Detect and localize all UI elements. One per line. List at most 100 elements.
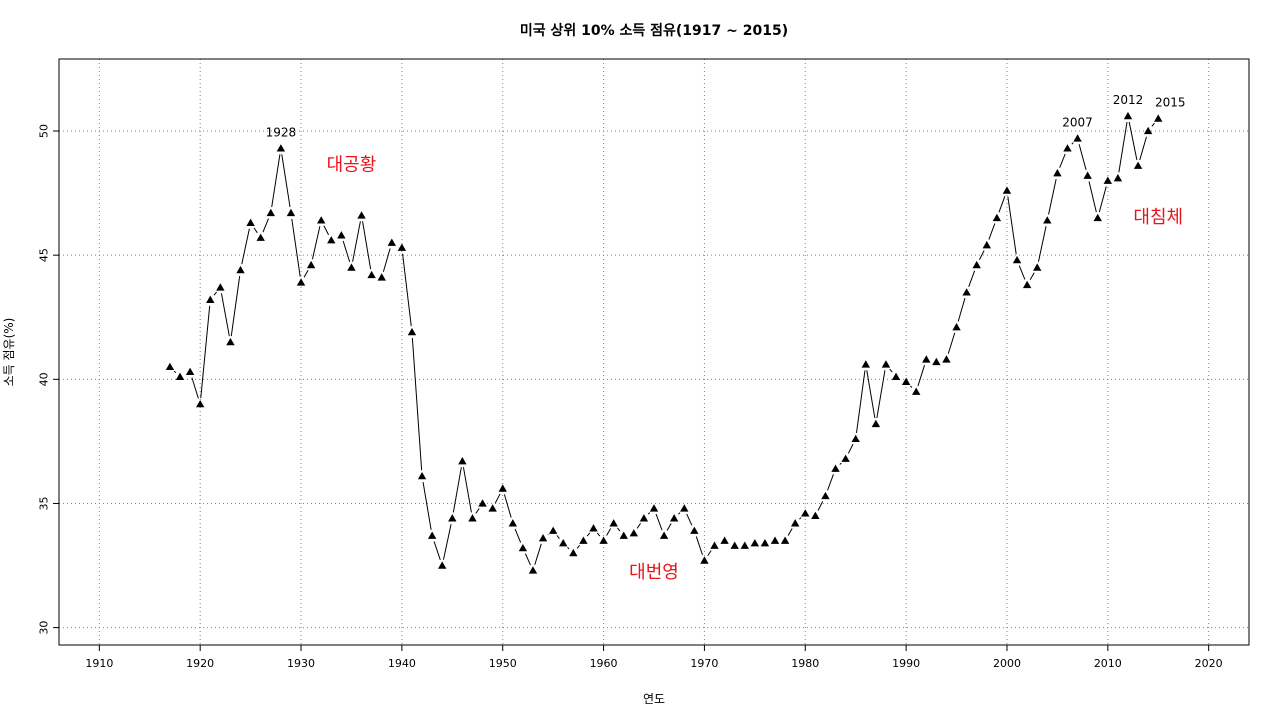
series-line-segment <box>271 154 281 208</box>
series-line-segment <box>695 536 703 556</box>
y-tick-label: 50 <box>38 124 51 138</box>
data-point-marker <box>508 519 518 527</box>
data-point-marker <box>599 536 608 544</box>
series-line-segment <box>655 513 663 531</box>
data-point-marker <box>841 454 850 462</box>
series-line-segment <box>847 444 854 454</box>
series-line-segment <box>442 524 452 560</box>
data-point-marker <box>740 541 749 549</box>
data-point-marker <box>952 322 961 331</box>
series-line-segment <box>787 528 793 536</box>
data-point-marker <box>296 278 306 286</box>
series-line-segment <box>799 517 802 520</box>
data-point-marker <box>700 556 709 564</box>
series-line-segment <box>910 385 913 388</box>
series-line-segment <box>617 527 621 532</box>
point-label: 2007 <box>1062 115 1093 129</box>
y-axis-label: 소득 점유(%) <box>2 318 16 387</box>
data-point-marker <box>1063 144 1072 152</box>
data-point-marker <box>1073 134 1082 142</box>
data-point-marker <box>1143 126 1153 135</box>
series-line-segment <box>342 240 351 262</box>
series-line-segment <box>1037 226 1047 262</box>
series-line-segment <box>241 228 250 265</box>
data-point-marker <box>962 288 971 296</box>
series-line-segment <box>876 370 886 419</box>
data-point-marker <box>942 355 951 363</box>
data-point-marker <box>468 514 477 522</box>
data-point-marker <box>216 283 225 291</box>
series-line-segment <box>707 550 712 556</box>
series-line-segment <box>827 474 834 491</box>
series-layer <box>165 111 1163 574</box>
series-line-segment <box>636 523 641 529</box>
series-line-segment <box>686 513 693 526</box>
data-point-marker <box>538 534 548 542</box>
data-point-marker <box>195 399 205 408</box>
series-line-segment <box>411 338 423 471</box>
series-line-segment <box>917 365 925 387</box>
x-tick-label: 1940 <box>388 657 416 670</box>
data-point-marker <box>165 362 175 371</box>
data-point-marker <box>286 208 296 217</box>
data-point-marker <box>498 484 507 492</box>
series-line-segment <box>1048 178 1057 215</box>
data-point-marker <box>901 377 911 385</box>
series-line-segment <box>311 226 321 260</box>
series-line-segment <box>452 467 462 513</box>
data-point-marker <box>881 360 891 368</box>
data-point-marker <box>478 499 487 507</box>
data-point-marker <box>649 504 659 512</box>
y-tick-label: 30 <box>38 621 51 635</box>
series-line-segment <box>1098 186 1107 213</box>
data-point-marker <box>206 295 215 304</box>
data-point-marker <box>891 372 901 380</box>
data-point-marker <box>780 536 790 544</box>
data-point-marker <box>629 529 639 537</box>
data-point-marker <box>266 208 275 217</box>
series-line-segment <box>323 225 330 236</box>
series-line-segment <box>352 221 361 262</box>
series-line-segment <box>998 196 1006 213</box>
data-point-marker <box>821 491 830 500</box>
data-point-marker <box>871 419 881 428</box>
x-tick-label: 1950 <box>489 657 517 670</box>
series-line-segment <box>576 545 581 549</box>
series-line-segment <box>1059 153 1066 168</box>
data-point-marker <box>246 218 255 227</box>
data-point-marker <box>831 464 840 472</box>
data-point-marker <box>690 526 699 534</box>
series-line-segment <box>253 227 258 234</box>
series-line-segment <box>230 275 241 337</box>
data-point-marker <box>377 273 386 281</box>
data-point-marker <box>427 531 437 539</box>
data-point-marker <box>760 538 770 547</box>
data-point-marker <box>922 355 931 363</box>
data-point-marker <box>397 243 407 251</box>
y-axis: 30 35 40 45 50 <box>38 124 59 635</box>
x-tick-label: 1960 <box>590 657 618 670</box>
data-point-marker <box>276 144 286 152</box>
series-line-segment <box>514 528 522 543</box>
series-line-segment <box>556 535 560 539</box>
data-point-marker <box>488 504 497 512</box>
data-point-marker <box>801 509 810 517</box>
grid <box>59 59 1249 645</box>
series-line-segment <box>534 543 542 565</box>
data-point-marker <box>972 260 981 269</box>
data-point-marker <box>1022 280 1032 289</box>
x-tick-label: 1910 <box>85 657 113 670</box>
series-line-segment <box>524 553 531 566</box>
series-line-segment <box>586 532 591 537</box>
series-line-segment <box>856 370 866 434</box>
data-point-marker <box>1123 111 1133 120</box>
data-point-marker <box>589 524 598 532</box>
series-line-segment <box>1118 121 1128 173</box>
x-tick-label: 2010 <box>1094 657 1122 670</box>
data-point-marker <box>730 541 739 549</box>
series-line-segment <box>1088 181 1097 213</box>
series-line-segment <box>889 368 893 373</box>
data-point-marker <box>407 327 417 336</box>
x-tick-label: 1970 <box>690 657 718 670</box>
